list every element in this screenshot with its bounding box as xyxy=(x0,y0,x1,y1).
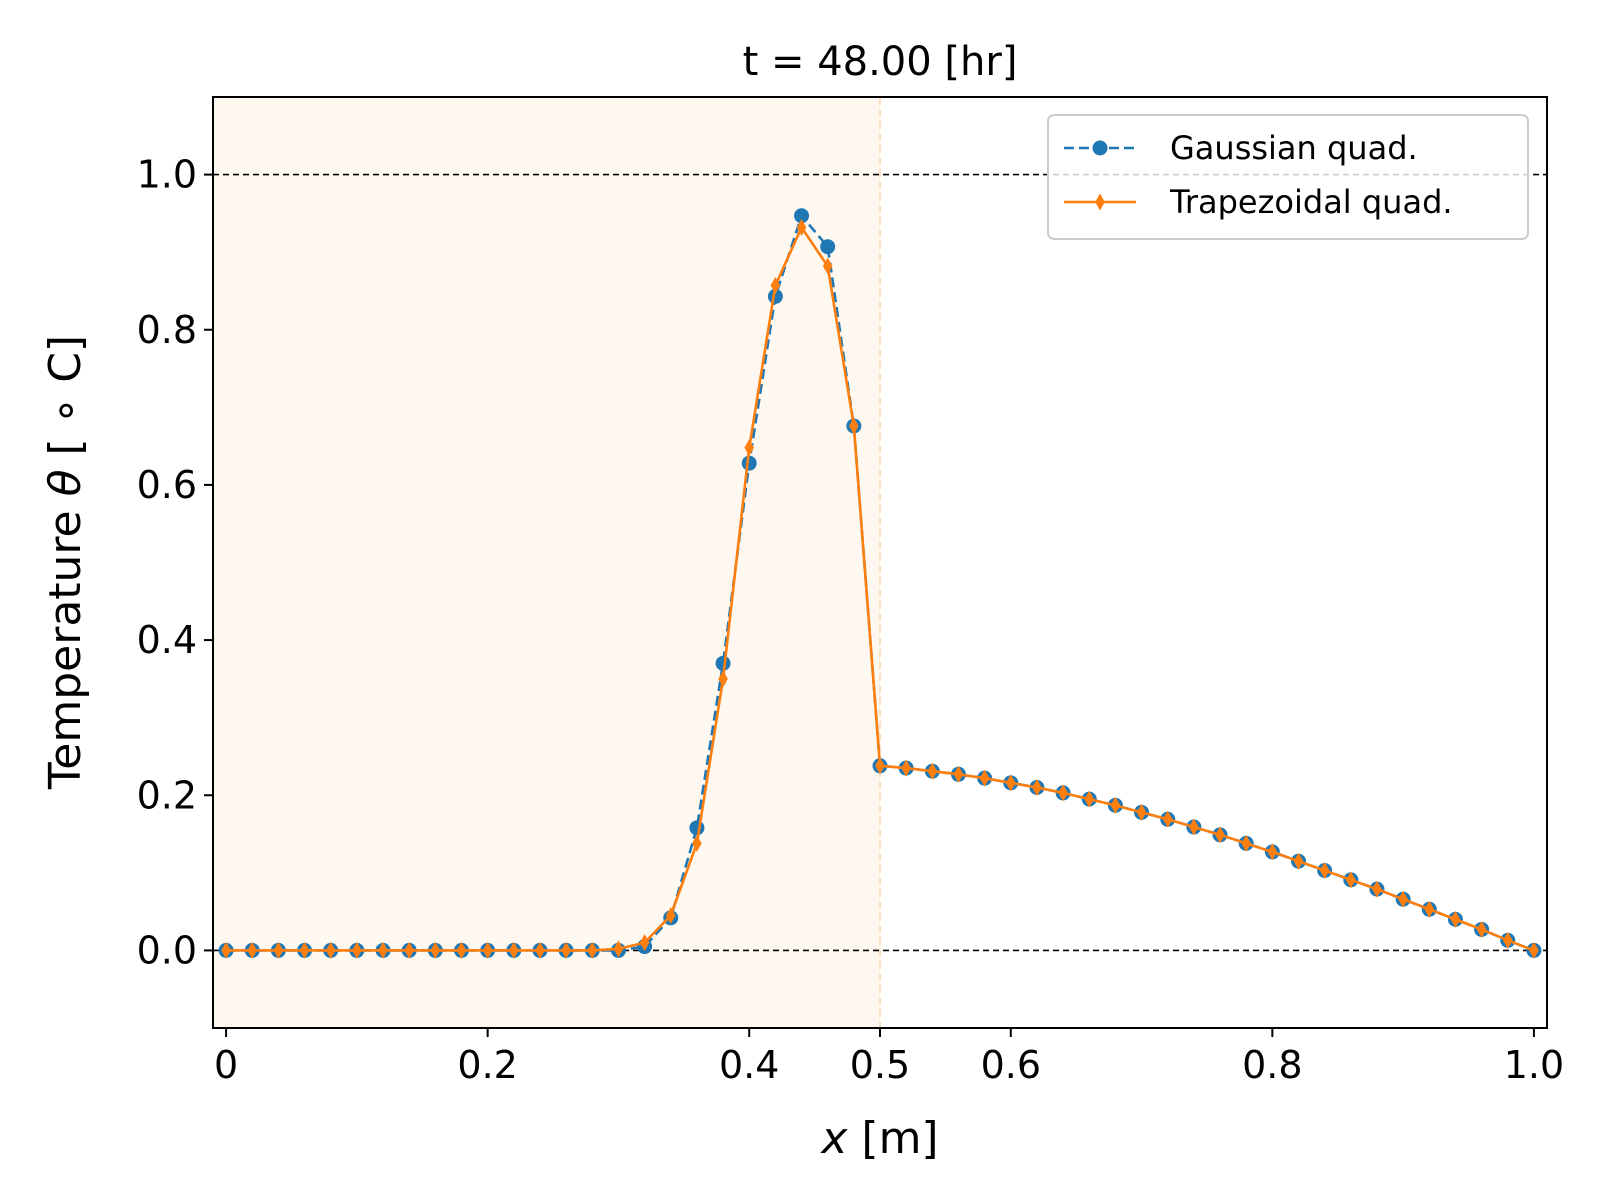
data-point-1-16 xyxy=(639,934,650,952)
data-point-1-28 xyxy=(953,765,964,783)
data-point-1-6 xyxy=(378,941,388,959)
x-tick-label-6: 1.0 xyxy=(1504,1043,1564,1087)
legend-label-0: Gaussian quad. xyxy=(1170,129,1418,167)
data-point-1-33 xyxy=(1084,790,1095,808)
chart-title: t = 48.00 [hr] xyxy=(743,39,1018,85)
legend-marker-0 xyxy=(1092,140,1108,156)
legend-label-1: Trapezoidal quad. xyxy=(1169,183,1453,221)
data-point-1-37 xyxy=(1189,818,1199,836)
data-point-0-19 xyxy=(715,655,731,671)
data-point-1-20 xyxy=(744,439,755,457)
legend-marker-1 xyxy=(1095,193,1105,211)
data-point-0-18 xyxy=(689,820,705,836)
data-point-1-47 xyxy=(1450,910,1461,928)
data-point-1-11 xyxy=(509,941,519,959)
x-axis-title: x [m] xyxy=(819,1113,938,1164)
y-tick-label-2: 0.4 xyxy=(137,618,197,662)
x-tick-label-1: 0.2 xyxy=(457,1043,517,1087)
data-point-1-43 xyxy=(1346,871,1356,889)
data-point-1-9 xyxy=(456,941,467,959)
data-point-1-13 xyxy=(561,941,571,959)
y-axis-title: Temperature θ [ ∘ C] xyxy=(40,335,91,790)
data-point-1-8 xyxy=(430,941,441,959)
data-point-1-4 xyxy=(325,941,336,959)
shaded-region xyxy=(213,97,880,1028)
series-1 xyxy=(221,218,1539,959)
data-point-1-18 xyxy=(692,834,702,852)
y-tick-label-0: 0.0 xyxy=(137,928,197,972)
data-point-1-35 xyxy=(1136,803,1147,821)
data-point-1-32 xyxy=(1058,784,1068,802)
y-axis-variable: θ xyxy=(40,469,91,496)
data-point-1-30 xyxy=(1005,774,1016,792)
data-point-1-10 xyxy=(482,941,493,959)
data-point-1-19 xyxy=(718,670,728,688)
data-point-1-3 xyxy=(299,941,310,959)
x-tick-label-5: 0.8 xyxy=(1242,1043,1302,1087)
x-axis-unit: [m] xyxy=(847,1113,938,1164)
y-axis-unit: [ ∘ C] xyxy=(40,335,91,470)
data-point-1-34 xyxy=(1110,796,1121,814)
y-tick-label-4: 0.8 xyxy=(137,308,197,352)
data-point-1-48 xyxy=(1476,920,1487,938)
data-point-1-31 xyxy=(1032,778,1042,796)
data-point-1-14 xyxy=(587,941,598,959)
data-point-1-2 xyxy=(273,941,284,959)
y-tick-label-1: 0.2 xyxy=(137,773,197,817)
x-tick-label-0: 0 xyxy=(214,1043,238,1087)
x-tick-label-2: 0.4 xyxy=(719,1043,779,1087)
y-axis-label-text: Temperature xyxy=(40,496,91,790)
data-point-1-1 xyxy=(247,941,258,959)
data-point-1-27 xyxy=(927,762,938,780)
data-point-1-25 xyxy=(875,757,885,775)
data-point-1-41 xyxy=(1293,852,1304,870)
data-point-1-29 xyxy=(979,769,990,787)
data-point-1-26 xyxy=(901,759,911,777)
data-point-1-45 xyxy=(1398,890,1408,908)
data-point-1-24 xyxy=(849,417,859,435)
data-point-1-17 xyxy=(665,907,676,925)
data-point-1-36 xyxy=(1162,810,1173,828)
legend-box xyxy=(1047,114,1529,240)
data-point-1-0 xyxy=(221,941,231,959)
x-tick-label-4: 0.6 xyxy=(981,1043,1041,1087)
data-point-1-12 xyxy=(535,941,545,959)
data-point-1-49 xyxy=(1502,931,1513,949)
data-point-1-46 xyxy=(1424,900,1435,918)
legend: Gaussian quad. Trapezoidal quad. xyxy=(1047,114,1529,240)
data-point-1-39 xyxy=(1241,834,1251,852)
data-point-1-22 xyxy=(796,218,807,236)
data-point-1-50 xyxy=(1529,941,1539,959)
data-point-1-15 xyxy=(613,940,624,958)
data-point-1-23 xyxy=(822,257,833,275)
data-point-1-38 xyxy=(1215,826,1225,844)
data-point-0-20 xyxy=(741,455,757,471)
x-axis-variable: x xyxy=(819,1113,848,1164)
data-point-1-44 xyxy=(1372,880,1382,898)
data-point-1-21 xyxy=(770,277,781,295)
data-point-1-7 xyxy=(404,941,414,959)
data-point-0-23 xyxy=(820,239,836,255)
data-point-0-22 xyxy=(794,208,810,224)
x-tick-label-3: 0.5 xyxy=(850,1043,910,1087)
data-point-1-5 xyxy=(352,941,362,959)
data-point-0-21 xyxy=(767,288,783,304)
y-tick-label-5: 1.0 xyxy=(137,153,197,197)
data-point-1-40 xyxy=(1267,843,1278,861)
y-tick-label-3: 0.6 xyxy=(137,463,197,507)
data-point-1-42 xyxy=(1319,862,1330,880)
